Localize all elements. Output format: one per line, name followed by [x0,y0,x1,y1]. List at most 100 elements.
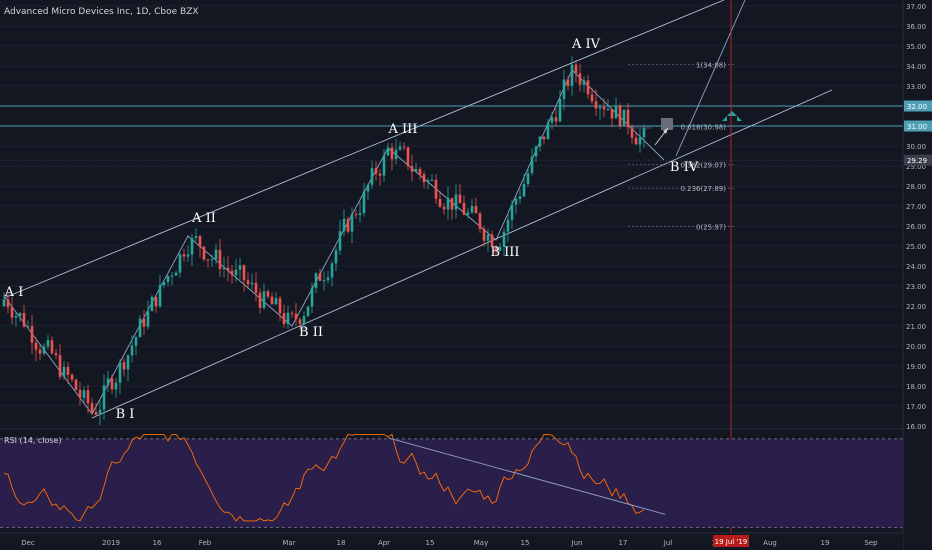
candle-body [222,267,226,270]
candle [6,293,10,314]
candle-body [290,312,294,314]
price-tag-label: 32.00 [907,103,927,111]
candle-body [554,117,558,122]
candle-body [146,311,150,327]
candle [378,169,382,186]
candle-body [34,342,38,350]
candle [466,207,470,219]
candle-body [318,273,322,281]
candle [518,188,522,205]
candle [454,184,458,219]
candle-body [582,80,586,85]
candle [266,289,270,299]
time-tick-label: 19 [821,539,830,547]
rsi-label: RSI (14, close) [4,436,62,445]
wave-label: B IV [670,160,699,175]
candle-body [190,237,194,255]
candle [606,99,610,111]
candle-body [350,214,354,232]
candle-body [442,206,446,210]
candle [198,235,202,258]
candle-body [310,288,314,307]
candle-body [138,318,142,338]
candle [586,75,590,99]
candle [434,174,438,205]
time-tick-label: Aug [763,539,777,547]
candle [14,312,18,327]
candle-body [374,168,378,174]
candle [582,76,586,93]
candle [286,305,290,329]
candle-body [186,254,190,257]
wave-label: A III [388,122,418,137]
candle-body [546,122,550,140]
candle [110,374,114,394]
candle-body [502,231,506,247]
candle [550,111,554,130]
candle-body [430,179,434,181]
candle [174,270,178,276]
candle-body [2,299,6,306]
candle-body [610,109,614,119]
candle [510,200,514,229]
candle [486,228,490,252]
candle-body [70,374,74,380]
channel-lines[interactable] [3,0,833,419]
candle-body [642,128,646,138]
candle [46,334,50,350]
channel-line [3,0,725,299]
candle-body [602,107,606,110]
candle [450,197,454,220]
candle [194,228,198,242]
candle [90,397,94,416]
candle [254,272,258,302]
candle [226,256,230,282]
rsi-pane[interactable]: 30.0040.0050.0060.0070.00 [0,428,926,533]
candle [578,63,582,92]
candle [338,219,342,255]
candle [346,216,350,234]
candle-body [94,411,98,415]
price-tick-label: 33.00 [906,83,926,91]
candle-body [614,105,618,119]
candle-body [534,146,538,157]
candle [150,294,154,312]
candle-body [198,235,202,247]
time-axis[interactable]: Dec 2019 16 Feb Mar 18 Apr 15 May 15 Jun 17 Jul 19 Aug… [0,532,903,550]
fib-level-label: 0.618(30.98) [680,123,726,131]
candle [506,213,510,243]
time-tick-label: Mar [282,539,295,547]
horizontal-lines[interactable] [0,105,903,161]
candle-body [22,313,26,327]
candle-body [618,105,622,126]
candle-body [118,362,122,383]
candle-body [378,173,382,176]
candle [62,361,66,380]
candle-body [626,109,630,128]
candle-body [630,127,634,138]
candle-body [42,346,46,354]
candle-body [326,277,330,281]
candle-body [166,276,170,283]
candle [642,124,646,148]
candle [598,104,602,120]
candle-body [206,259,210,261]
time-tick-label: 15 [426,539,435,547]
price-axis[interactable]: 16.00 17.00 18.00 19.00 20.00 21.00 22.00 23.00… [902,0,932,550]
candle [386,142,390,157]
candle-body [414,168,418,172]
candle [86,384,90,414]
candle-body [538,136,542,147]
candle [158,274,162,309]
candle [394,138,398,165]
candle-body [6,299,10,308]
candle-body [18,313,22,316]
candle-body [446,197,450,210]
price-tick-label: 19.00 [906,363,926,371]
time-tick-label: Feb [199,539,212,547]
candle-body [566,79,570,86]
candle [26,320,30,329]
candle-body [454,194,458,210]
fib-level-label: 1(34.08) [696,61,726,69]
